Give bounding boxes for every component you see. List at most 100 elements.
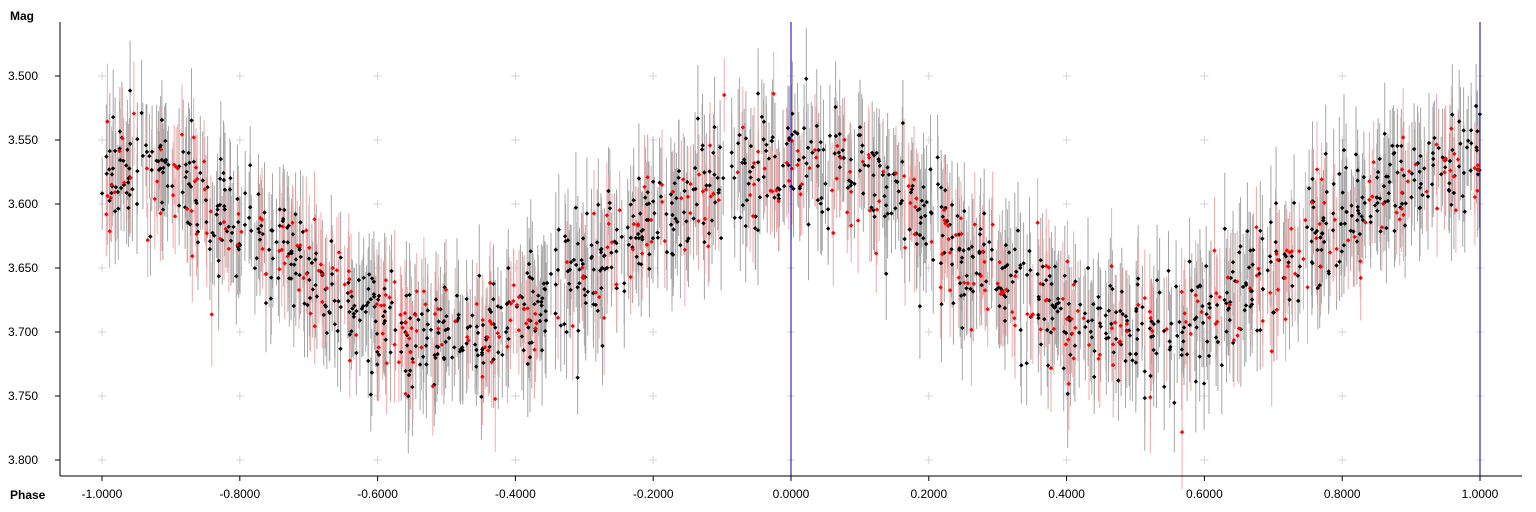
data-point — [829, 188, 835, 193]
data-point — [1169, 321, 1174, 326]
data-point — [428, 327, 434, 332]
data-point — [403, 368, 408, 374]
data-point — [685, 194, 691, 199]
data-point — [117, 146, 122, 151]
data-point — [406, 394, 411, 399]
data-point — [1383, 174, 1389, 179]
data-point — [367, 272, 372, 277]
data-point — [622, 289, 627, 294]
data-point — [1339, 249, 1344, 254]
data-point — [408, 368, 413, 373]
data-point — [202, 187, 207, 192]
data-point — [493, 396, 498, 402]
data-point — [596, 202, 601, 207]
data-point — [124, 190, 129, 196]
data-point — [737, 132, 742, 138]
data-point — [1194, 315, 1199, 320]
data-point — [410, 384, 415, 390]
data-point — [906, 183, 911, 189]
data-point — [436, 326, 441, 331]
data-point — [159, 200, 165, 205]
data-point — [375, 349, 380, 355]
data-point — [293, 257, 299, 262]
data-point — [452, 345, 457, 350]
data-point — [1451, 190, 1457, 196]
data-point — [163, 138, 168, 144]
data-point — [949, 202, 955, 208]
data-point — [184, 206, 190, 212]
data-point — [258, 215, 263, 221]
data-point — [818, 140, 823, 145]
grid-plus-marker — [924, 72, 933, 80]
data-point — [997, 260, 1002, 265]
data-point — [841, 155, 846, 160]
data-point — [1368, 214, 1373, 219]
data-point — [804, 173, 809, 179]
data-point — [553, 247, 558, 252]
data-point — [1349, 203, 1354, 208]
data-point — [1265, 268, 1270, 273]
data-point — [1187, 259, 1192, 264]
data-point — [212, 233, 217, 238]
data-point — [571, 257, 577, 263]
data-point — [1407, 169, 1412, 174]
data-point — [908, 200, 913, 206]
data-point — [923, 241, 929, 247]
data-point — [518, 293, 523, 299]
data-point — [1399, 167, 1405, 172]
data-point — [1222, 297, 1227, 303]
data-point — [840, 148, 845, 153]
data-point — [296, 287, 302, 293]
data-point — [1290, 283, 1295, 289]
data-point — [404, 331, 409, 336]
data-point — [526, 261, 532, 267]
data-point — [970, 254, 976, 260]
data-point — [1096, 294, 1101, 300]
data-point — [738, 215, 743, 220]
data-point — [1282, 252, 1287, 257]
data-point — [970, 289, 976, 294]
data-point — [573, 205, 579, 210]
data-point — [117, 148, 122, 154]
x-tick-label: -0.6000 — [357, 487, 398, 501]
data-point — [1295, 273, 1301, 278]
data-point — [1230, 340, 1236, 346]
data-point — [1048, 366, 1054, 371]
data-point — [118, 157, 123, 163]
data-point — [1246, 265, 1252, 270]
data-point — [189, 208, 194, 214]
data-point — [460, 345, 465, 350]
data-point — [636, 231, 641, 237]
data-point — [765, 193, 770, 198]
data-point — [784, 141, 789, 146]
data-point — [383, 337, 388, 342]
data-point — [1322, 200, 1327, 205]
data-point — [1255, 328, 1260, 333]
data-point — [848, 183, 853, 188]
data-point — [1304, 225, 1310, 230]
data-point — [351, 311, 356, 316]
data-point — [961, 248, 966, 253]
data-point — [257, 237, 263, 242]
data-point — [435, 306, 441, 312]
data-point — [338, 346, 343, 351]
data-point — [1083, 324, 1088, 330]
data-point — [861, 191, 866, 196]
data-point — [408, 350, 413, 355]
data-point — [644, 217, 649, 223]
data-point — [368, 392, 373, 397]
data-point — [812, 147, 818, 153]
data-point — [453, 319, 458, 324]
data-point — [190, 253, 195, 259]
data-point — [302, 301, 307, 306]
data-point — [881, 169, 886, 174]
data-point — [1127, 333, 1133, 338]
data-point — [1224, 290, 1230, 295]
data-point — [543, 328, 548, 334]
data-point — [776, 199, 781, 204]
data-point — [268, 296, 273, 301]
data-point — [1475, 188, 1480, 193]
data-point — [543, 318, 549, 323]
data-point — [361, 275, 366, 280]
data-point — [943, 188, 948, 193]
